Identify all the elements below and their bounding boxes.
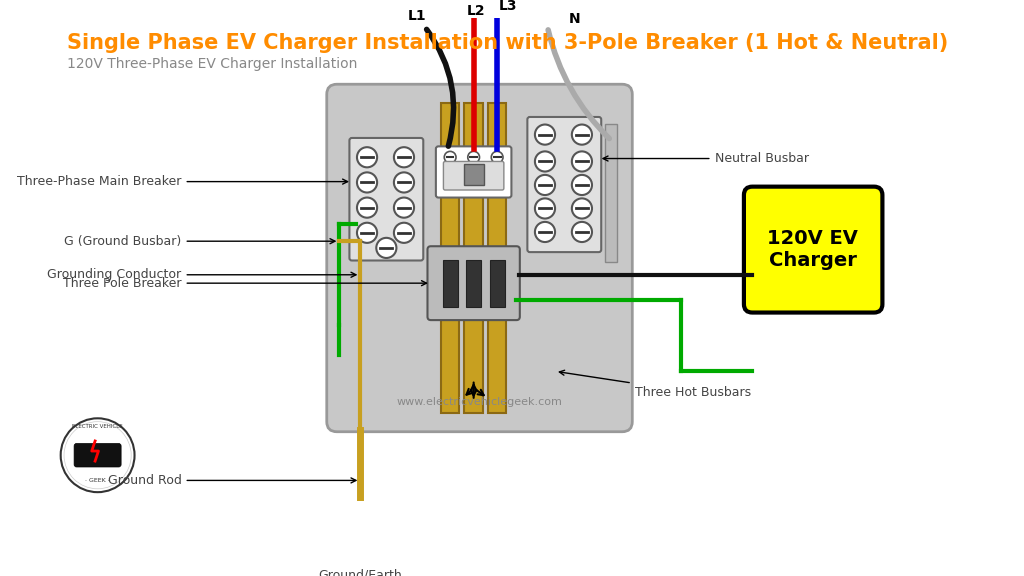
Text: Three Pole Breaker: Three Pole Breaker xyxy=(63,276,427,290)
Text: Neutral Busbar: Neutral Busbar xyxy=(603,152,809,165)
Circle shape xyxy=(492,151,503,163)
Bar xyxy=(466,260,481,306)
Bar xyxy=(605,124,617,262)
Text: 120V EV
Charger: 120V EV Charger xyxy=(767,229,858,270)
FancyBboxPatch shape xyxy=(443,161,504,190)
Bar xyxy=(465,103,483,413)
Text: ELECTRIC VEHICLE: ELECTRIC VEHICLE xyxy=(73,423,123,429)
Text: 120V Three-Phase EV Charger Installation: 120V Three-Phase EV Charger Installation xyxy=(67,56,357,70)
Text: Ground/Earth: Ground/Earth xyxy=(318,569,402,576)
Circle shape xyxy=(65,422,131,489)
Text: G (Ground Busbar): G (Ground Busbar) xyxy=(65,234,335,248)
Text: L3: L3 xyxy=(499,0,517,13)
Circle shape xyxy=(357,147,377,168)
Circle shape xyxy=(535,124,555,145)
Text: N: N xyxy=(568,12,581,26)
FancyBboxPatch shape xyxy=(436,146,511,198)
Circle shape xyxy=(60,418,134,492)
Bar xyxy=(489,260,505,306)
Bar xyxy=(487,103,507,413)
Circle shape xyxy=(571,175,592,195)
Circle shape xyxy=(394,172,414,192)
FancyBboxPatch shape xyxy=(327,84,632,432)
Circle shape xyxy=(444,151,456,163)
Text: Grounding Conductor: Grounding Conductor xyxy=(47,268,356,281)
FancyBboxPatch shape xyxy=(527,117,601,252)
Circle shape xyxy=(571,124,592,145)
Circle shape xyxy=(394,223,414,243)
Circle shape xyxy=(535,151,555,172)
Text: www.electricvehiclegeek.com: www.electricvehiclegeek.com xyxy=(396,396,562,407)
Circle shape xyxy=(535,198,555,218)
Text: L1: L1 xyxy=(408,9,426,24)
Circle shape xyxy=(535,175,555,195)
Bar xyxy=(441,103,460,413)
FancyBboxPatch shape xyxy=(74,444,121,467)
Text: L2: L2 xyxy=(467,3,485,18)
Text: Ground Rod: Ground Rod xyxy=(108,474,356,487)
FancyBboxPatch shape xyxy=(427,246,520,320)
Circle shape xyxy=(571,151,592,172)
Circle shape xyxy=(394,198,414,218)
Circle shape xyxy=(357,223,377,243)
Circle shape xyxy=(571,198,592,218)
FancyBboxPatch shape xyxy=(349,138,423,260)
Bar xyxy=(442,260,458,306)
Text: Three-Phase Main Breaker: Three-Phase Main Breaker xyxy=(17,175,347,188)
Circle shape xyxy=(357,172,377,192)
Circle shape xyxy=(468,151,479,163)
Circle shape xyxy=(376,238,396,258)
Text: Single Phase EV Charger Installation with 3-Pole Breaker (1 Hot & Neutral): Single Phase EV Charger Installation wit… xyxy=(67,33,948,53)
Circle shape xyxy=(357,198,377,218)
Circle shape xyxy=(394,147,414,168)
Bar xyxy=(464,164,483,185)
Text: · GEEK ·: · GEEK · xyxy=(85,478,110,483)
FancyBboxPatch shape xyxy=(743,187,883,313)
Circle shape xyxy=(535,222,555,242)
Circle shape xyxy=(571,222,592,242)
Text: Three Hot Busbars: Three Hot Busbars xyxy=(559,370,751,399)
